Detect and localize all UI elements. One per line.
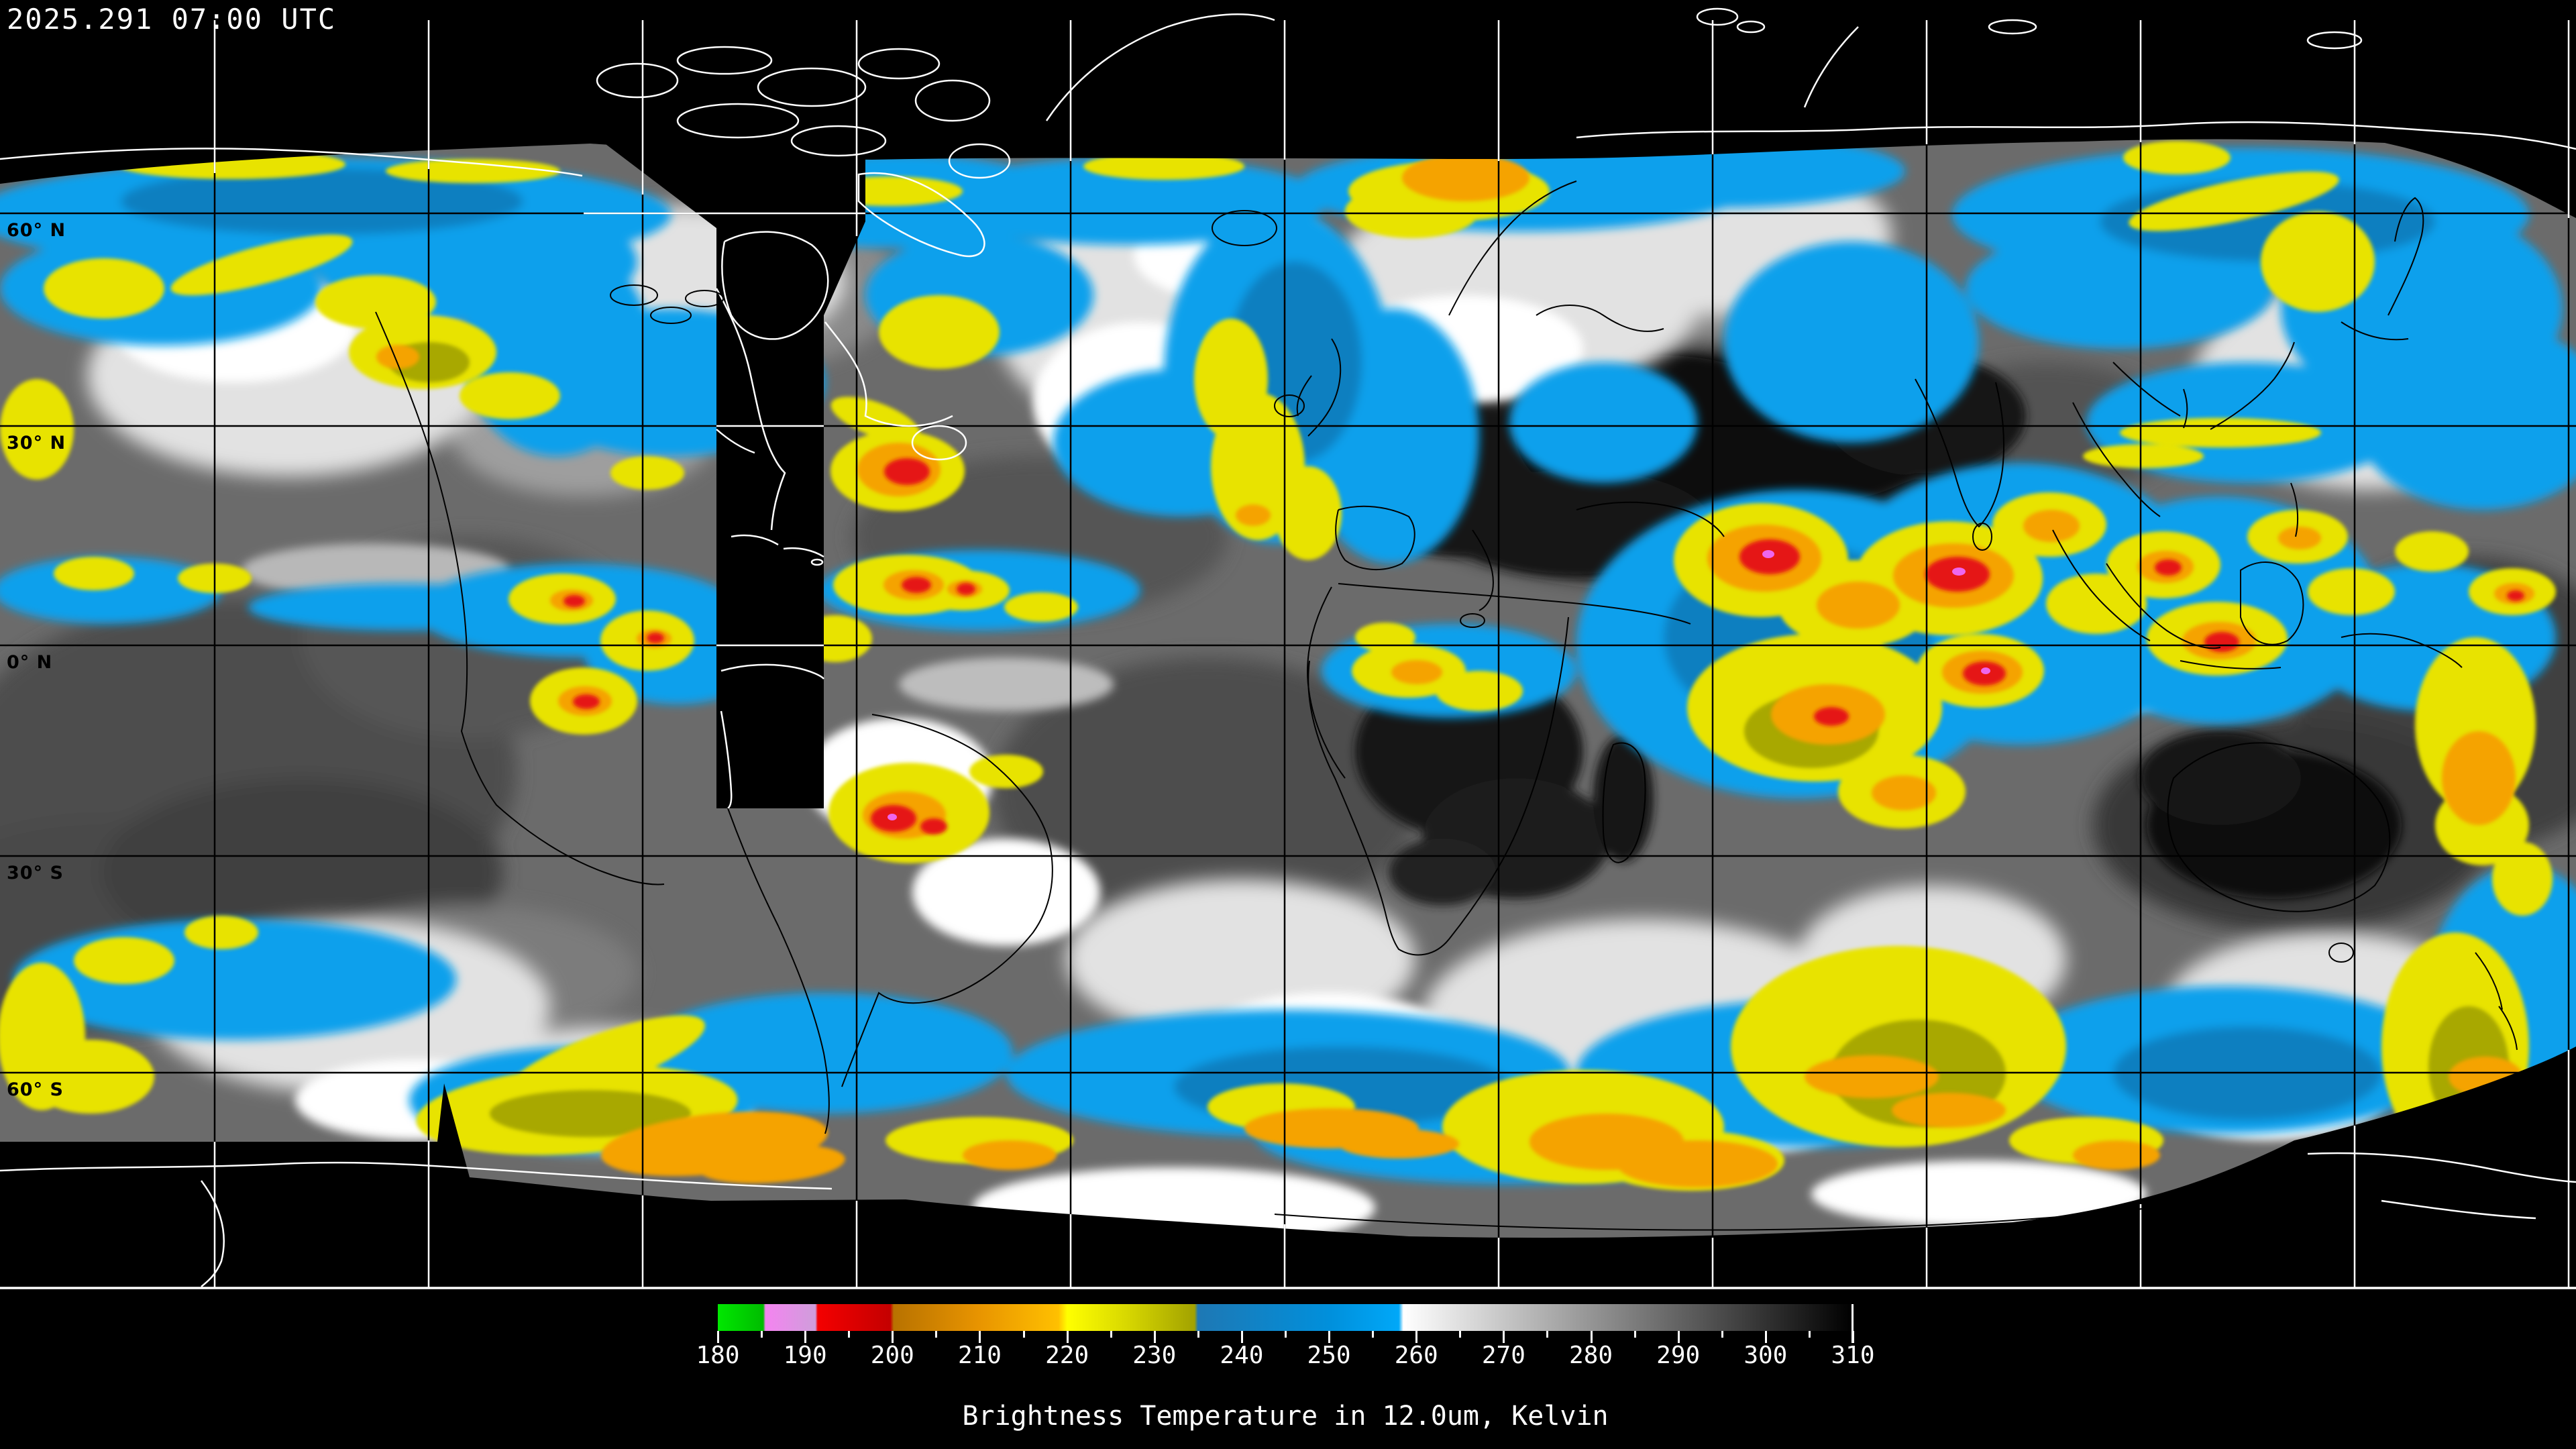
colorbar-major-tick: [804, 1331, 807, 1343]
colorbar-tick-label: 260: [1394, 1342, 1438, 1369]
colorbar-tick-label: 190: [783, 1342, 827, 1369]
colorbar: 180 190 200 210 220 230 240 250 260 270 280 290 300 3…: [696, 1304, 1875, 1369]
colorbar-tick-label: 300: [1743, 1342, 1788, 1369]
colorbar-tick-label: 240: [1220, 1342, 1264, 1369]
colorbar-major-tick: [1328, 1331, 1331, 1343]
cloud-layer-orange: [376, 154, 2534, 1187]
cloud-layer-magenta: [888, 550, 1990, 820]
colorbar-major-tick: [1153, 1331, 1156, 1343]
colorbar-major-tick: [1503, 1331, 1505, 1343]
latitude-label-30n: 30° N: [7, 433, 66, 453]
timestamp: 2025.291 07:00 UTC: [7, 3, 337, 36]
latitude-label-0n: 0° N: [7, 652, 52, 673]
colorbar-tick-label: 230: [1132, 1342, 1177, 1369]
colorbar-tick-label: 200: [870, 1342, 914, 1369]
colorbar-gradient: [718, 1304, 1853, 1331]
latitude-label-60s: 60° S: [7, 1079, 64, 1100]
cloud-layer-red: [564, 458, 2524, 835]
colorbar-major-tick: [1677, 1331, 1680, 1343]
colorbar-minor-tick: [1808, 1331, 1811, 1338]
colorbar-tick-label: 220: [1045, 1342, 1089, 1369]
colorbar-major-tick: [717, 1331, 719, 1343]
colorbar-tick-label: 210: [957, 1342, 1002, 1369]
colorbar-major-tick: [1066, 1331, 1069, 1343]
colorbar-major-tick: [892, 1331, 894, 1343]
no-data-top-band: [0, 0, 2576, 218]
colorbar-tick-label: 270: [1481, 1342, 1525, 1369]
latitude-labels: 60° N 30° N 0° N 30° S 60° S: [7, 220, 66, 1100]
colorbar-minor-tick: [1633, 1331, 1636, 1338]
colorbar-tick-label: 310: [1831, 1342, 1875, 1369]
colorbar-minor-tick: [1285, 1331, 1287, 1338]
colorbar-minor-tick: [935, 1331, 938, 1338]
colorbar-end-cap: [1851, 1304, 1854, 1343]
colorbar-tick-label: 180: [696, 1342, 740, 1369]
colorbar-minor-tick: [1110, 1331, 1112, 1338]
colorbar-major-tick: [1240, 1331, 1243, 1343]
colorbar-tick-label: 280: [1569, 1342, 1613, 1369]
colorbar-minor-tick: [1721, 1331, 1723, 1338]
colorbar-tick-label: 250: [1307, 1342, 1351, 1369]
colorbar-major-tick: [1764, 1331, 1767, 1343]
colorbar-minor-tick: [761, 1331, 763, 1338]
colorbar-caption: Brightness Temperature in 12.0um, Kelvin: [962, 1401, 1609, 1432]
no-data-wedge-gap: [584, 127, 865, 808]
colorbar-minor-tick: [1022, 1331, 1025, 1338]
colorbar-minor-tick: [1459, 1331, 1462, 1338]
colorbar-minor-tick: [1546, 1331, 1549, 1338]
colorbar-tick-label: 290: [1656, 1342, 1701, 1369]
latitude-label-30s: 30° S: [7, 863, 64, 883]
grid-lines-white: [0, 20, 2576, 1289]
colorbar-major-tick: [979, 1331, 981, 1343]
grid-lines-black: [0, 20, 2576, 1288]
colorbar-minor-tick: [1197, 1331, 1199, 1338]
colorbar-major-tick: [1415, 1331, 1418, 1343]
latitude-label-60n: 60° N: [7, 220, 66, 241]
coastlines-white: [0, 7, 2576, 1287]
colorbar-major-tick: [1590, 1331, 1593, 1343]
colorbar-minor-tick: [848, 1331, 851, 1338]
coastlines-black: [375, 180, 2518, 1231]
no-data-bottom-band: [0, 1046, 2576, 1449]
colorbar-minor-tick: [1372, 1331, 1375, 1338]
